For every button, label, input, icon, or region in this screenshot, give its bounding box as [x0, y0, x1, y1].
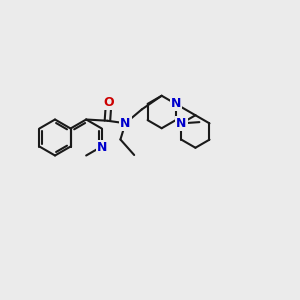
- Text: N: N: [120, 117, 130, 130]
- Text: N: N: [171, 98, 181, 110]
- Text: O: O: [103, 96, 114, 109]
- Text: N: N: [176, 117, 187, 130]
- Text: N: N: [97, 141, 107, 154]
